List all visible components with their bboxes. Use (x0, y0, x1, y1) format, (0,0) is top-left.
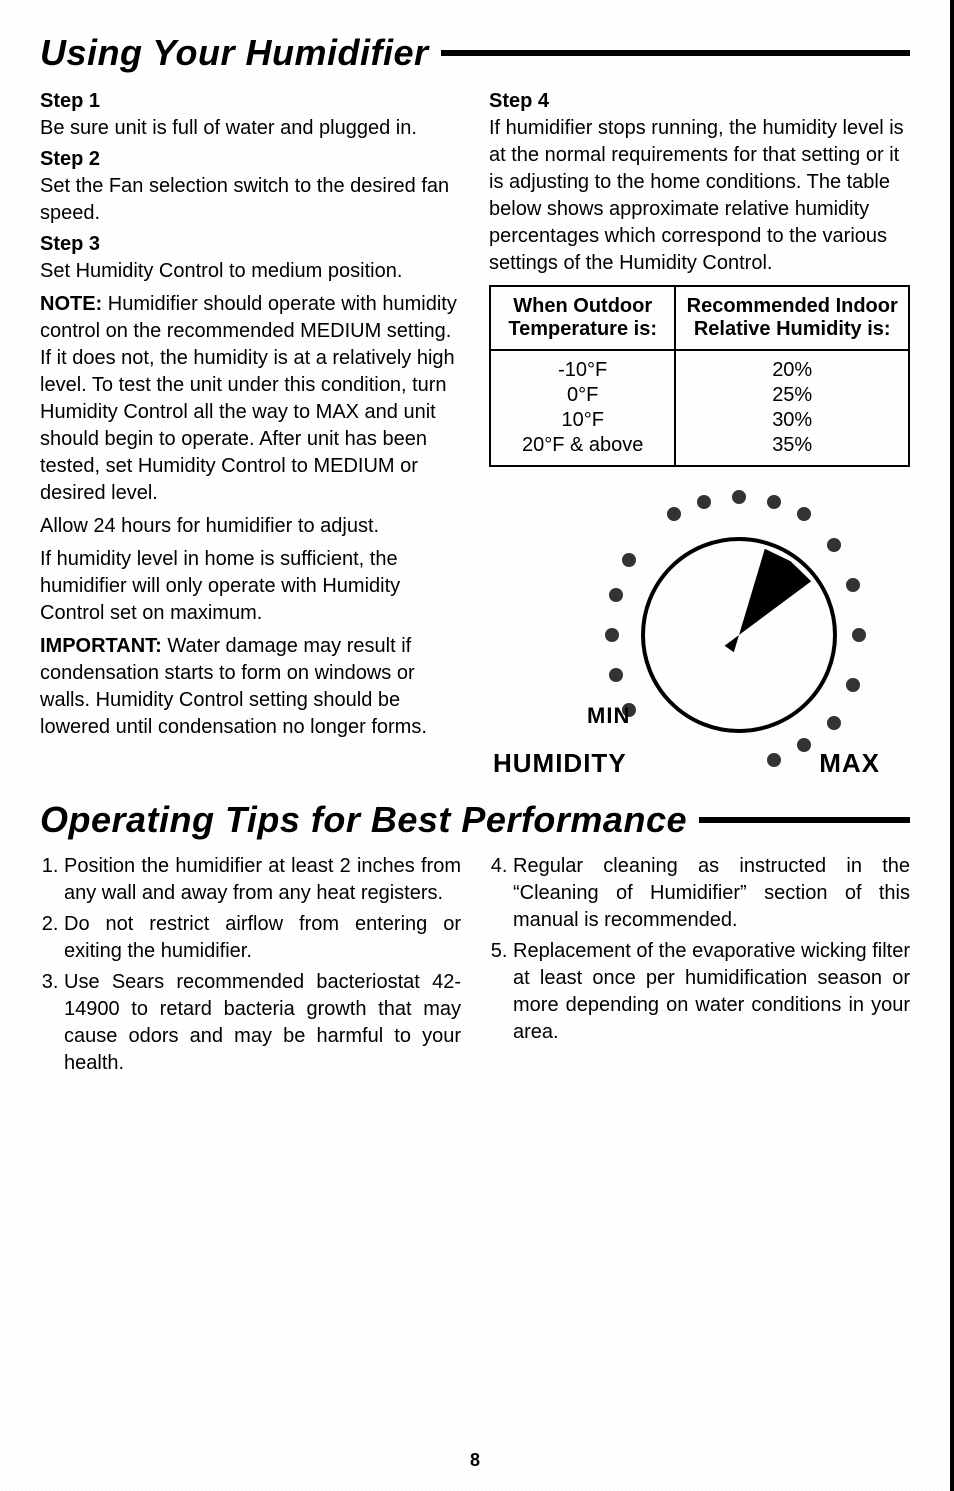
tips-list-right: Regular cleaning as instructed in the “C… (489, 853, 910, 1046)
dial-svg (489, 485, 919, 785)
list-item: Position the humidifier at least 2 inche… (64, 853, 461, 907)
section2-rule (699, 817, 910, 823)
section1-columns: Step 1 Be sure unit is full of water and… (40, 84, 910, 785)
table-cell: 0°F (567, 384, 598, 407)
dial-max-label: MAX (819, 748, 880, 779)
humidity-dial: MIN MAX HUMIDITY (489, 485, 910, 785)
list-item: Regular cleaning as instructed in the “C… (513, 853, 910, 934)
section2-title: Operating Tips for Best Performance (40, 799, 699, 841)
table-cell: 20% (772, 359, 812, 382)
section1-rule (441, 50, 910, 56)
step4-body: If humidifier stops running, the humidit… (489, 115, 910, 277)
important-lead: IMPORTANT: (40, 635, 162, 657)
sufficient-paragraph: If humidity level in home is sufficient,… (40, 546, 461, 627)
dial-min-label: MIN (587, 703, 630, 729)
tips-list-left: Position the humidifier at least 2 inche… (40, 853, 461, 1077)
table-col1-header: Recommended Indoor Relative Humidity is: (676, 287, 908, 351)
important-paragraph: IMPORTANT: Water damage may result if co… (40, 633, 461, 741)
section1-title-row: Using Your Humidifier (40, 32, 910, 74)
table-header-row: When Outdoor Temperature is: Recommended… (491, 287, 908, 351)
note-paragraph: NOTE: Humidifier should operate with hum… (40, 291, 461, 507)
list-item: Use Sears recommended bacteriostat 42-14… (64, 969, 461, 1077)
section1-title: Using Your Humidifier (40, 32, 441, 74)
tips-left-col: Position the humidifier at least 2 inche… (40, 851, 461, 1081)
tips-right-col: Regular cleaning as instructed in the “C… (489, 851, 910, 1081)
page-number: 8 (0, 1450, 950, 1471)
table-cell: 30% (772, 409, 812, 432)
step1-body: Be sure unit is full of water and plugge… (40, 115, 461, 142)
note-lead: NOTE: (40, 293, 102, 315)
table-col1-cells: 20% 25% 30% 35% (676, 351, 908, 465)
dial-pointer (725, 549, 812, 652)
section1-left-col: Step 1 Be sure unit is full of water and… (40, 84, 461, 785)
note-body: Humidifier should operate with humidity … (40, 293, 457, 504)
step2-body: Set the Fan selection switch to the desi… (40, 173, 461, 227)
section2-title-row: Operating Tips for Best Performance (40, 799, 910, 841)
tips-columns: Position the humidifier at least 2 inche… (40, 851, 910, 1081)
table-cell: 25% (772, 384, 812, 407)
list-item: Replacement of the evaporative wicking f… (513, 938, 910, 1046)
table-cell: 35% (772, 434, 812, 457)
step3-body: Set Humidity Control to medium position. (40, 258, 461, 285)
step4-heading: Step 4 (489, 90, 910, 113)
manual-page: Using Your Humidifier Step 1 Be sure uni… (0, 0, 954, 1491)
dial-humidity-label: HUMIDITY (493, 748, 627, 779)
table-row: -10°F 0°F 10°F 20°F & above 20% 25% 30% (491, 351, 908, 465)
table-cell: 10°F (561, 409, 603, 432)
table-col0-cells: -10°F 0°F 10°F 20°F & above (491, 351, 676, 465)
table-cell: -10°F (558, 359, 607, 382)
allow-paragraph: Allow 24 hours for humidifier to adjust. (40, 513, 461, 540)
step3-heading: Step 3 (40, 233, 461, 256)
step1-heading: Step 1 (40, 90, 461, 113)
table-col0-header: When Outdoor Temperature is: (491, 287, 676, 351)
list-item: Do not restrict airflow from entering or… (64, 911, 461, 965)
table-cell: 20°F & above (522, 434, 643, 457)
humidity-table: When Outdoor Temperature is: Recommended… (489, 285, 910, 467)
section1-right-col: Step 4 If humidifier stops running, the … (489, 84, 910, 785)
step2-heading: Step 2 (40, 148, 461, 171)
